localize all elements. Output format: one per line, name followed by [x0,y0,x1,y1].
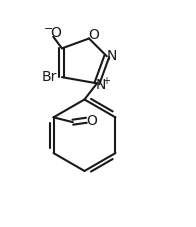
Text: +: + [102,76,110,86]
Text: −: − [44,24,53,34]
Text: N: N [107,49,117,62]
Text: O: O [88,27,99,42]
Text: O: O [51,26,62,40]
Text: O: O [87,113,98,127]
Text: N: N [96,78,106,92]
Text: Br: Br [42,70,57,84]
